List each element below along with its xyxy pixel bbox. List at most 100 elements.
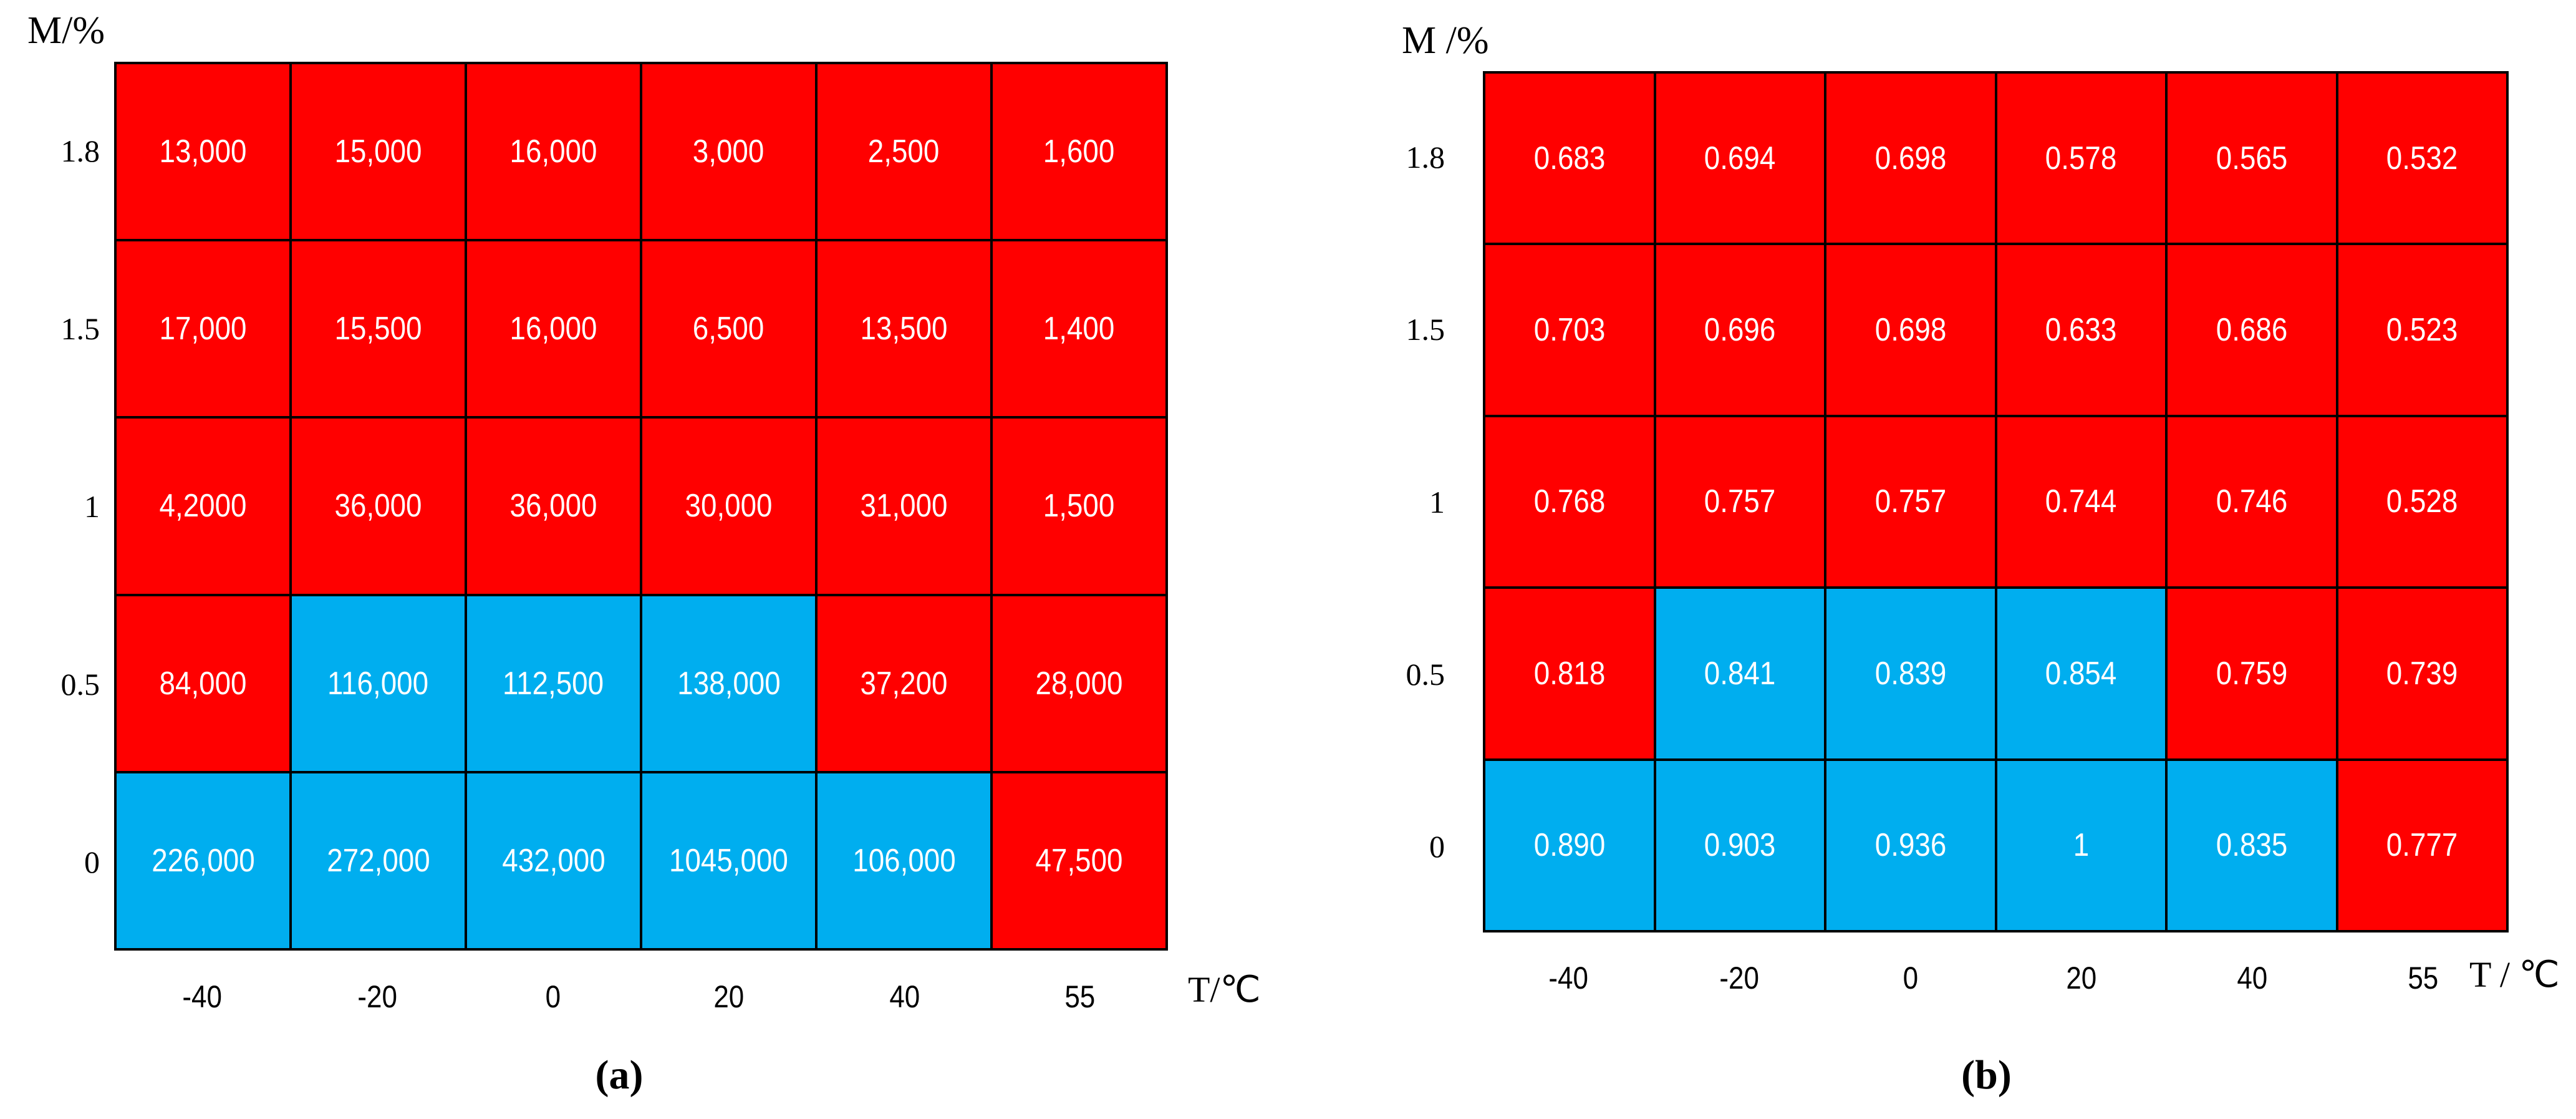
heatmap-cell-a-r3-c0: 84,000 [117, 596, 289, 771]
heatmap-cell-value: 0.757 [1704, 483, 1776, 520]
heatmap-cell-value: 0.633 [2045, 312, 2117, 349]
tick-label: -20 [1719, 961, 1760, 995]
panel-a-caption: (a) [595, 1052, 644, 1098]
tick-label: -20 [357, 979, 398, 1014]
heatmap-cell-value: 112,500 [503, 665, 604, 702]
heatmap-cell-value: 0.744 [2045, 483, 2117, 520]
heatmap-cell-a-r4-c2: 432,000 [467, 773, 640, 948]
heatmap-cell-value: 0.759 [2216, 655, 2288, 692]
heatmap-cell-b-r2-c4: 0.746 [2168, 417, 2336, 587]
heatmap-cell-value: 1045,000 [669, 842, 788, 879]
heatmap-cell-value: 226,000 [151, 842, 255, 879]
tick-label: 0 [545, 979, 561, 1014]
heatmap-cell-value: 3,000 [693, 133, 765, 170]
heatmap-cell-value: 0.694 [1704, 140, 1776, 177]
panel-a-y-ticks: 1.8 1.5 1 0.5 0 [19, 62, 100, 951]
heatmap-cell-value: 0.936 [1874, 827, 1947, 864]
heatmap-cell-b-r4-c5: 0.777 [2338, 760, 2506, 930]
heatmap-cell-b-r0-c0: 0.683 [1485, 74, 1654, 243]
heatmap-cell-b-r1-c5: 0.523 [2338, 245, 2506, 415]
b-y-tick-3: 0.5 [1366, 588, 1445, 760]
heatmap-cell-value: 0.757 [1874, 483, 1947, 520]
a-y-tick-1: 1.5 [19, 240, 100, 417]
heatmap-cell-value: 16,000 [509, 311, 597, 347]
tick-label: 1 [1429, 484, 1445, 520]
a-x-tick-0: -40 [114, 978, 290, 1015]
heatmap-cell-value: 0.839 [1874, 655, 1947, 692]
heatmap-cell-a-r1-c4: 13,500 [818, 241, 990, 417]
panel-a-heatmap-grid: 13,000 15,000 16,000 3,000 2,500 1,600 17,000 1… [114, 62, 1168, 951]
heatmap-cell-value: 0.768 [1533, 483, 1606, 520]
heatmap-cell-value: 6,500 [693, 311, 765, 347]
panel-b-x-axis-title: T / ℃ [2469, 954, 2560, 995]
heatmap-cell-value: 0.777 [2386, 827, 2458, 864]
heatmap-cell-a-r3-c5: 28,000 [993, 596, 1165, 771]
heatmap-cell-value: 0.528 [2386, 483, 2458, 520]
heatmap-cell-a-r0-c4: 2,500 [818, 64, 990, 240]
b-x-tick-0: -40 [1483, 959, 1654, 997]
heatmap-cell-value: 0.565 [2216, 140, 2288, 177]
heatmap-cell-value: 13,500 [860, 311, 948, 347]
heatmap-cell-b-r4-c1: 0.903 [1656, 760, 1824, 930]
heatmap-cell-b-r4-c0: 0.890 [1485, 760, 1654, 930]
heatmap-cell-b-r1-c4: 0.686 [2168, 245, 2336, 415]
heatmap-cell-a-r2-c5: 1,500 [993, 419, 1165, 594]
heatmap-cell-a-r0-c1: 15,000 [292, 64, 465, 240]
heatmap-cell-a-r2-c3: 30,000 [642, 419, 815, 594]
heatmap-cell-a-r0-c2: 16,000 [467, 64, 640, 240]
heatmap-cell-value: 17,000 [159, 311, 247, 347]
tick-label: 1.8 [60, 133, 100, 168]
b-x-tick-4: 40 [2167, 959, 2338, 997]
heatmap-cell-value: 1,400 [1043, 311, 1115, 347]
heatmap-cell-value: 36,000 [334, 488, 422, 525]
heatmap-cell-value: 0.523 [2386, 312, 2458, 349]
heatmap-cell-b-r3-c2: 0.839 [1826, 589, 1995, 758]
heatmap-cell-value: 13,000 [159, 133, 247, 170]
heatmap-cell-b-r3-c1: 0.841 [1656, 589, 1824, 758]
heatmap-cell-a-r3-c4: 37,200 [818, 596, 990, 771]
heatmap-cell-b-r2-c1: 0.757 [1656, 417, 1824, 587]
tick-label: 1.5 [1406, 312, 1445, 347]
panel-b-y-ticks: 1.8 1.5 1 0.5 0 [1366, 71, 1445, 932]
heatmap-cell-value: 272,000 [326, 842, 430, 879]
b-y-tick-4: 0 [1366, 760, 1445, 932]
heatmap-cell-b-r2-c5: 0.528 [2338, 417, 2506, 587]
heatmap-cell-a-r1-c0: 17,000 [117, 241, 289, 417]
heatmap-cell-value: 0.835 [2216, 827, 2288, 864]
tick-label: 40 [2237, 961, 2268, 995]
b-x-tick-3: 20 [1995, 959, 2166, 997]
heatmap-cell-value: 1 [2073, 827, 2089, 864]
heatmap-cell-value: 0.746 [2216, 483, 2288, 520]
heatmap-cell-a-r4-c5: 47,500 [993, 773, 1165, 948]
tick-label: 55 [2408, 961, 2439, 995]
panel-b-x-ticks: -40 -20 0 20 40 55 [1483, 959, 2509, 997]
heatmap-cell-value: 15,500 [334, 311, 422, 347]
heatmap-cell-a-r3-c2: 112,500 [467, 596, 640, 771]
tick-label: -40 [182, 979, 222, 1014]
tick-label: -40 [1548, 961, 1588, 995]
heatmap-cell-b-r3-c4: 0.759 [2168, 589, 2336, 758]
heatmap-cell-value: 0.683 [1533, 140, 1606, 177]
heatmap-cell-value: 31,000 [860, 488, 948, 525]
heatmap-cell-b-r0-c5: 0.532 [2338, 74, 2506, 243]
heatmap-cell-value: 0.703 [1533, 312, 1606, 349]
panel-b-caption: (b) [1961, 1052, 2012, 1098]
a-x-tick-2: 0 [465, 978, 641, 1015]
heatmap-cell-value: 2,500 [868, 133, 940, 170]
heatmap-cell-b-r1-c3: 0.633 [1997, 245, 2165, 415]
heatmap-cell-value: 30,000 [685, 488, 773, 525]
panel-b-heatmap-grid: 0.683 0.694 0.698 0.578 0.565 0.532 0.703 0.696… [1483, 71, 2509, 932]
heatmap-cell-a-r0-c0: 13,000 [117, 64, 289, 240]
heatmap-cell-value: 0.696 [1704, 312, 1776, 349]
heatmap-cell-value: 0.841 [1704, 655, 1776, 692]
heatmap-cell-b-r1-c0: 0.703 [1485, 245, 1654, 415]
heatmap-cell-value: 4,2000 [159, 488, 247, 525]
heatmap-cell-b-r2-c3: 0.744 [1997, 417, 2165, 587]
heatmap-cell-a-r2-c2: 36,000 [467, 419, 640, 594]
heatmap-cell-value: 0.854 [2045, 655, 2117, 692]
panel-b-y-axis-title: M /% [1402, 19, 1489, 62]
heatmap-cell-value: 1,500 [1043, 488, 1115, 525]
a-x-tick-1: -20 [290, 978, 466, 1015]
heatmap-cell-value: 138,000 [677, 665, 781, 702]
